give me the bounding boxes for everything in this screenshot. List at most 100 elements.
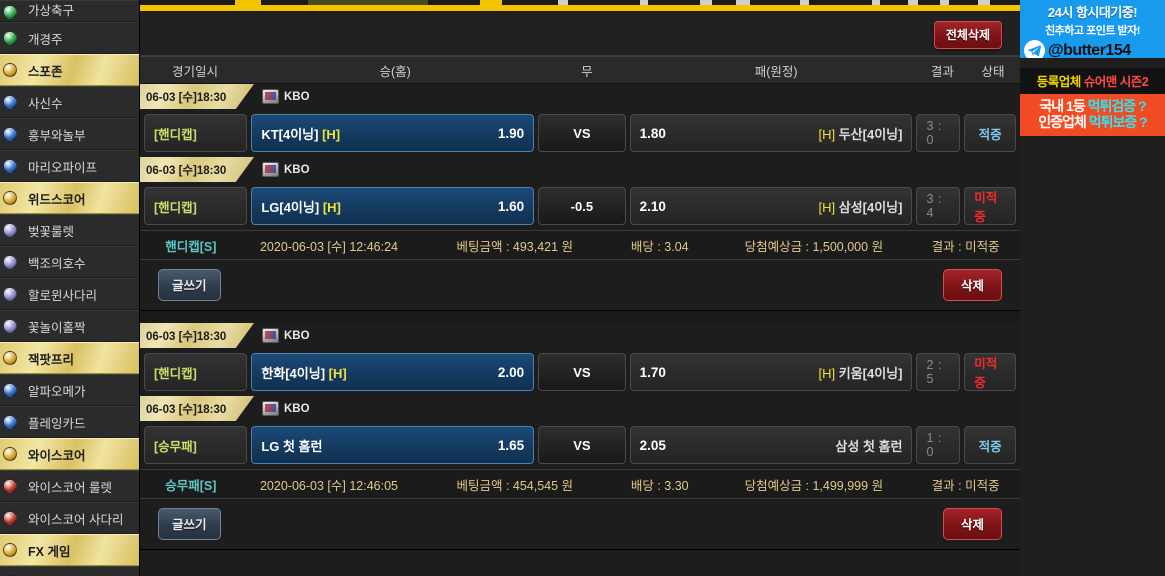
sidebar-item-14[interactable]: 와이스코어 bbox=[0, 438, 139, 470]
sidebar-item-17[interactable]: FX 게임 bbox=[0, 534, 139, 566]
purple-ball-icon bbox=[3, 287, 17, 301]
sidebar-item-15[interactable]: 와이스코어 룰렛 bbox=[0, 470, 139, 502]
league-info: KBO bbox=[262, 162, 310, 177]
yellow-bar bbox=[140, 5, 1020, 11]
sidebar-item-12[interactable]: 알파오메가 bbox=[0, 374, 139, 406]
league-logo-icon bbox=[262, 401, 279, 416]
sidebar-item-2[interactable]: 스포존 bbox=[0, 54, 139, 86]
sidebar-item-8[interactable]: 백조의호수 bbox=[0, 246, 139, 278]
bet-slip-actions: 글쓰기 삭제 bbox=[140, 260, 1020, 310]
sidebar-item-label: 스포존 bbox=[28, 64, 63, 79]
bet-slip: 06-03 [수]18:30 KBO [핸디캡] KT[4이닝] [H] 1.90 VS 1… bbox=[140, 84, 1020, 311]
table-header-row: 경기일시 승(홈) 무 패(원정) 결과 상태 bbox=[140, 56, 1020, 84]
home-handicap-tag: [H] bbox=[322, 126, 341, 142]
column-header-draw: 무 bbox=[581, 64, 593, 79]
bet-type-cell: [핸디캡] bbox=[144, 114, 248, 152]
sidebar-item-label: 벚꽃룰렛 bbox=[28, 224, 75, 239]
home-selection-cell[interactable]: LG[4이닝] [H] 1.60 bbox=[251, 187, 535, 225]
bet-row: [핸디캡] 한화[4이닝] [H] 2.00 VS 1.70 [H] 키움[4이닝] 2 :… bbox=[140, 348, 1020, 396]
summary-odds: 배당 : 3.04 bbox=[630, 239, 689, 254]
sidebar-item-label: 잭팟프리 bbox=[28, 352, 75, 367]
purple-ball-icon bbox=[3, 255, 17, 269]
column-header-date: 경기일시 bbox=[172, 64, 219, 79]
telegram-icon bbox=[1024, 40, 1045, 58]
sidebar-item-13[interactable]: 플레잉카드 bbox=[0, 406, 139, 438]
home-selection-cell[interactable]: 한화[4이닝] [H] 2.00 bbox=[251, 353, 535, 391]
main-content: 전체삭제 경기일시 승(홈) 무 패(원정) 결과 상태 06-03 [수]18… bbox=[140, 0, 1020, 576]
delete-slip-button[interactable]: 삭제 bbox=[942, 508, 1002, 540]
summary-result: 결과 : 미적중 bbox=[931, 478, 1000, 493]
draw-cell[interactable]: -0.5 bbox=[538, 187, 626, 225]
away-selection-cell[interactable]: 2.05 삼성 첫 홈런 bbox=[629, 426, 913, 464]
sidebar-item-9[interactable]: 할로윈사다리 bbox=[0, 278, 139, 310]
sidebar-item-0[interactable]: 가상축구 bbox=[0, 0, 139, 22]
sidebar-item-1[interactable]: 개경주 bbox=[0, 22, 139, 54]
match-header: 06-03 [수]18:30 KBO bbox=[140, 396, 1020, 421]
draw-cell[interactable]: VS bbox=[538, 426, 626, 464]
home-team-name: LG 첫 홈런 bbox=[261, 438, 323, 454]
strip-chip bbox=[308, 0, 428, 7]
away-odds: 2.05 bbox=[639, 437, 666, 453]
away-selection-cell[interactable]: 2.10 [H] 삼성[4이닝] bbox=[629, 187, 913, 225]
home-handicap-tag: [H] bbox=[328, 365, 347, 381]
blue-ball-icon bbox=[3, 383, 17, 397]
league-name: KBO bbox=[284, 163, 310, 176]
strip-chip bbox=[978, 0, 990, 7]
sidebar-item-label: FX 1분 bbox=[28, 573, 66, 576]
sidebar-item-label: 개경주 bbox=[28, 32, 63, 47]
write-post-button[interactable]: 글쓰기 bbox=[158, 269, 221, 301]
ad-telegram-line2: 친추하고 포인트 받자! bbox=[1045, 25, 1140, 37]
away-handicap-tag: [H] bbox=[818, 365, 836, 381]
league-logo-icon bbox=[262, 89, 279, 104]
sidebar-item-10[interactable]: 꽃놀이홀짝 bbox=[0, 310, 139, 342]
home-selection-cell[interactable]: LG 첫 홈런 1.65 bbox=[251, 426, 535, 464]
sidebar-item-11[interactable]: 잭팟프리 bbox=[0, 342, 139, 374]
sidebar-item-18[interactable]: FX 1분 bbox=[0, 566, 139, 576]
bet-row: [승무패] LG 첫 홈런 1.65 VS 2.05 삼성 첫 홈런 1 : 0 적중 bbox=[140, 421, 1020, 469]
ad-telegram-banner[interactable]: 24시 항시대기중! 친추하고 포인트 받자! @butter154 bbox=[1020, 0, 1165, 58]
away-selection-cell[interactable]: 1.70 [H] 키움[4이닝] bbox=[629, 353, 913, 391]
block-separator bbox=[140, 311, 1020, 323]
away-team-name: 키움[4이닝] bbox=[838, 365, 903, 381]
draw-cell[interactable]: VS bbox=[538, 114, 626, 152]
red-ball-icon bbox=[3, 511, 17, 525]
ad-verify-row2-b: 먹튀보증 ? bbox=[1088, 113, 1148, 130]
gold-ball-icon bbox=[3, 447, 17, 461]
draw-cell[interactable]: VS bbox=[538, 353, 626, 391]
bet-row: [핸디캡] LG[4이닝] [H] 1.60 -0.5 2.10 [H] 삼성[4이닝] 3… bbox=[140, 182, 1020, 230]
write-post-button[interactable]: 글쓰기 bbox=[158, 508, 221, 540]
delete-slip-button[interactable]: 삭제 bbox=[942, 269, 1002, 301]
delete-all-button[interactable]: 전체삭제 bbox=[933, 21, 1002, 49]
home-odds: 1.65 bbox=[497, 437, 525, 453]
sidebar-item-label: 위드스코어 bbox=[28, 192, 86, 207]
match-date-badge: 06-03 [수]18:30 bbox=[140, 323, 254, 348]
home-team-name: KT[4이닝] bbox=[261, 126, 319, 142]
home-handicap-tag: [H] bbox=[322, 199, 341, 215]
league-info: KBO bbox=[262, 89, 310, 104]
bet-slip-summary: 승무패[S] 2020-06-03 [수] 12:46:05 베팅금액 : 454,… bbox=[140, 469, 1020, 499]
ad-verify-top-left: 등록업체 bbox=[1036, 75, 1082, 89]
away-selection-cell[interactable]: 1.80 [H] 두산[4이닝] bbox=[629, 114, 913, 152]
summary-bet-kind: 승무패[S] bbox=[165, 478, 217, 493]
ad-verification-banner[interactable]: 등록업체 슈어맨 시즌2 국내 1등 먹튀검증 ? 인증업체 먹튀보증 ? bbox=[1020, 68, 1165, 137]
match-header: 06-03 [수]18:30 KBO bbox=[140, 84, 1020, 109]
sidebar-item-16[interactable]: 와이스코어 사다리 bbox=[0, 502, 139, 534]
sidebar-item-4[interactable]: 흥부와놀부 bbox=[0, 118, 139, 150]
green-ball-icon bbox=[3, 31, 17, 45]
sidebar-item-label: 와이스코어 사다리 bbox=[28, 512, 124, 527]
bet-status-badge: 적중 bbox=[964, 426, 1016, 464]
top-strip-chips bbox=[140, 0, 1020, 7]
bet-status-badge: 미적중 bbox=[964, 353, 1016, 391]
sidebar-item-6[interactable]: 위드스코어 bbox=[0, 182, 139, 214]
sidebar-item-3[interactable]: 사신수 bbox=[0, 86, 139, 118]
summary-result: 결과 : 미적중 bbox=[931, 239, 1000, 254]
sidebar-item-label: 와이스코어 bbox=[28, 448, 86, 463]
summary-timestamp: 2020-06-03 [수] 12:46:24 bbox=[259, 239, 398, 254]
home-selection-cell[interactable]: KT[4이닝] [H] 1.90 bbox=[251, 114, 535, 152]
league-info: KBO bbox=[262, 401, 310, 416]
sidebar-item-label: 백조의호수 bbox=[28, 256, 86, 271]
sidebar-item-7[interactable]: 벚꽃룰렛 bbox=[0, 214, 139, 246]
gold-ball-icon bbox=[3, 351, 17, 365]
sidebar-item-5[interactable]: 마리오파이프 bbox=[0, 150, 139, 182]
